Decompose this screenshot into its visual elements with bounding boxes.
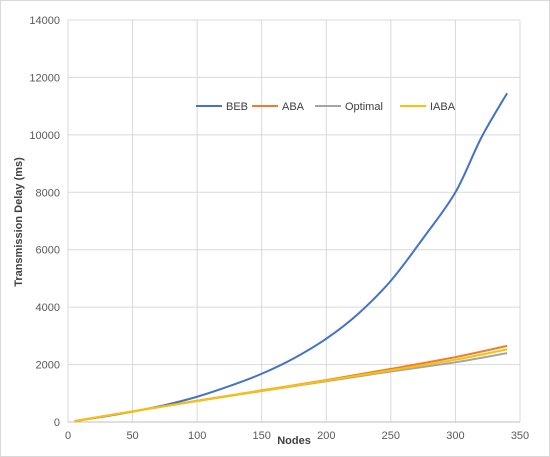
legend-label-beb: BEB	[226, 101, 248, 113]
y-tick-labels: 0 2000 4000 6000 8000 10000 12000 14000	[29, 15, 60, 429]
y-axis-title: Transmission Delay (ms)	[13, 157, 25, 287]
series-line-beb	[74, 92, 508, 423]
y-tick-label: 2000	[36, 360, 60, 372]
x-tick-label: 0	[65, 430, 71, 442]
legend: BEB ABA Optimal IABA	[196, 101, 456, 113]
legend-label-iaba: IABA	[430, 101, 456, 113]
x-tick-label: 200	[317, 430, 335, 442]
x-tick-label: 350	[511, 430, 529, 442]
y-tick-label: 14000	[29, 15, 60, 27]
y-tick-label: 0	[54, 417, 60, 429]
y-tick-label: 6000	[36, 245, 60, 257]
x-tick-label: 50	[126, 430, 138, 442]
y-tick-label: 10000	[29, 130, 60, 142]
series-lines	[74, 92, 508, 423]
x-tick-label: 300	[446, 430, 464, 442]
legend-label-optimal: Optimal	[345, 101, 383, 113]
gridlines	[68, 19, 521, 422]
y-tick-label: 12000	[29, 72, 60, 84]
series-line-iaba	[74, 348, 508, 423]
x-axis-title: Nodes	[277, 435, 311, 447]
x-tick-label: 100	[188, 430, 206, 442]
legend-label-aba: ABA	[282, 101, 305, 113]
x-tick-label: 150	[253, 430, 271, 442]
x-tick-labels: 0 50 100 150 200 250 300 350	[65, 430, 529, 442]
x-tick-label: 250	[382, 430, 400, 442]
axes	[67, 20, 520, 423]
y-tick-label: 8000	[36, 187, 60, 199]
y-tick-label: 4000	[36, 302, 60, 314]
